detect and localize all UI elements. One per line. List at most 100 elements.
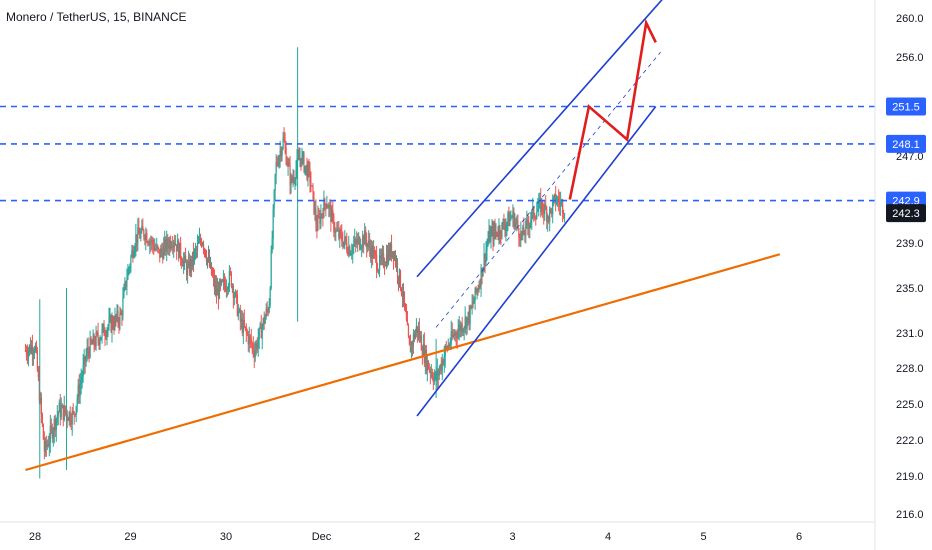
candle-body xyxy=(315,208,317,224)
candle-body xyxy=(77,385,79,399)
candle-body xyxy=(402,291,405,297)
candle-body xyxy=(452,334,454,337)
candle-body xyxy=(116,310,118,319)
candle-body xyxy=(321,213,323,215)
level-price-tag xyxy=(886,97,926,116)
candle-body xyxy=(152,239,154,245)
candle-body xyxy=(309,168,311,182)
candle-body xyxy=(221,280,224,282)
candle-body xyxy=(193,250,196,261)
candle-body xyxy=(355,239,357,242)
candle-body xyxy=(232,286,234,298)
candle-body xyxy=(308,164,310,169)
candle-body xyxy=(146,233,148,243)
candle-body xyxy=(422,343,424,356)
candle-body xyxy=(125,281,127,287)
candle-body xyxy=(257,339,259,349)
level-price-label: 251.5 xyxy=(892,102,920,114)
candle-body xyxy=(375,251,377,255)
candle-body xyxy=(173,242,175,248)
candle-body xyxy=(385,254,388,265)
candle-body xyxy=(403,291,406,306)
candle-body xyxy=(74,414,76,416)
candle-body xyxy=(560,201,562,206)
price-axis[interactable]: 216.0 219.0 222.0 225.0 228.0 231.0 235.0 239.0… xyxy=(896,13,924,521)
candle-body xyxy=(90,338,92,343)
candle-body xyxy=(203,248,206,250)
candle-body xyxy=(307,164,309,179)
chart-title: Monero / TetherUS, 15, BINANCE xyxy=(6,10,187,24)
candle-body xyxy=(98,339,100,345)
candle-body xyxy=(142,226,144,231)
candle-body xyxy=(374,250,376,252)
candle-body xyxy=(316,223,318,231)
candle-body xyxy=(535,217,537,219)
candles-layer xyxy=(24,47,566,479)
candle-body xyxy=(41,414,43,425)
candle-body xyxy=(538,200,540,209)
candle-body xyxy=(534,217,536,219)
candle-body xyxy=(506,222,508,227)
candle-body xyxy=(195,249,198,251)
candle-body xyxy=(499,226,501,236)
candle-body xyxy=(539,198,541,201)
candle-body xyxy=(468,312,470,324)
candle-body xyxy=(129,266,131,269)
candle-body xyxy=(245,326,247,333)
candle-body xyxy=(454,332,456,336)
candle-body xyxy=(269,288,271,306)
candle-body xyxy=(101,328,103,338)
candle-body xyxy=(47,444,49,446)
current-price-tag xyxy=(886,204,926,223)
candle-body xyxy=(88,350,90,357)
candle-body xyxy=(76,398,78,407)
candle-body xyxy=(425,349,427,371)
time-axis[interactable]: 28 29 30 Dec 2 3 4 5 6 xyxy=(29,531,802,543)
candle-body xyxy=(134,246,136,253)
candle-body xyxy=(406,320,409,326)
candle-body xyxy=(121,314,123,316)
candle-body xyxy=(262,318,264,327)
price-tick-label: 239.0 xyxy=(896,238,924,250)
candle-body xyxy=(394,254,397,265)
candle-body xyxy=(364,230,366,245)
candle-body xyxy=(274,174,276,191)
candle-body xyxy=(89,338,91,357)
candle-body xyxy=(100,337,102,340)
candle-body xyxy=(72,410,74,412)
candle-body xyxy=(219,281,222,284)
candle-body xyxy=(174,242,176,245)
candle-body xyxy=(427,360,429,370)
candle-body xyxy=(164,239,166,246)
candle-body xyxy=(246,332,248,335)
candle-body xyxy=(344,236,346,242)
candle-body xyxy=(423,343,425,364)
price-tick-label: 235.0 xyxy=(896,283,924,295)
candle-body xyxy=(428,369,430,371)
candle-body xyxy=(483,253,485,269)
candle-body xyxy=(240,318,242,322)
price-tick-label: 216.0 xyxy=(896,509,924,521)
candle-body xyxy=(141,226,143,233)
candle-body xyxy=(317,215,319,231)
candle-body xyxy=(106,329,108,337)
candle-body xyxy=(528,225,530,229)
projection-path xyxy=(568,18,657,200)
candle-body xyxy=(255,343,257,351)
candle-body xyxy=(453,334,455,336)
candle-body xyxy=(304,166,306,172)
candle-body xyxy=(231,286,233,288)
candle-body xyxy=(319,216,321,224)
candle-body xyxy=(421,350,423,356)
candle-body xyxy=(187,266,189,275)
candle-body xyxy=(241,318,243,333)
candle-body xyxy=(266,308,268,310)
candle-body xyxy=(79,383,81,396)
candle-body xyxy=(204,249,207,257)
candle-body xyxy=(462,329,464,333)
candle-body xyxy=(302,153,304,155)
candle-body xyxy=(556,202,558,204)
candle-body xyxy=(176,244,178,252)
